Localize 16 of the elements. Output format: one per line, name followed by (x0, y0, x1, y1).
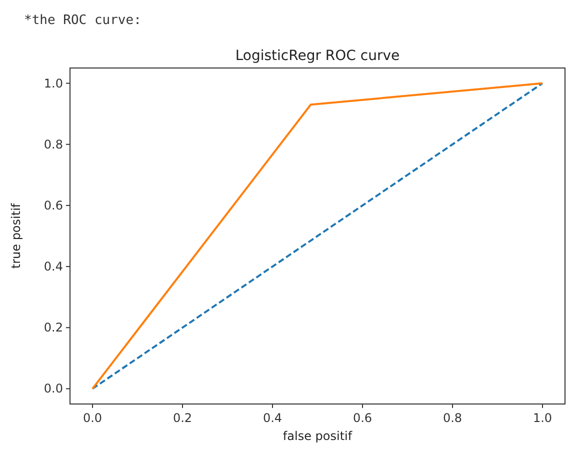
x-tick-label: 0.8 (442, 411, 462, 425)
y-tick-label: 1.0 (44, 76, 63, 90)
x-tick-label: 1.0 (532, 411, 552, 425)
y-axis-title: true positif (9, 202, 23, 269)
y-tick-label: 0.4 (44, 260, 63, 274)
x-tick-label: 0.4 (262, 411, 282, 425)
y-tick-label: 0.0 (44, 382, 63, 396)
y-tick-label: 0.2 (44, 320, 63, 335)
y-tick-label: 0.8 (44, 137, 63, 152)
x-tick-label: 0.2 (172, 411, 192, 425)
y-tick-label: 0.6 (44, 198, 63, 212)
text: *the ROC curve: (24, 13, 142, 28)
chart-title: LogisticRegr ROC curve (235, 48, 400, 64)
x-tick-label: 0.0 (82, 411, 102, 425)
x-tick-label: 0.6 (352, 411, 372, 425)
x-axis-title: false positif (282, 429, 353, 443)
